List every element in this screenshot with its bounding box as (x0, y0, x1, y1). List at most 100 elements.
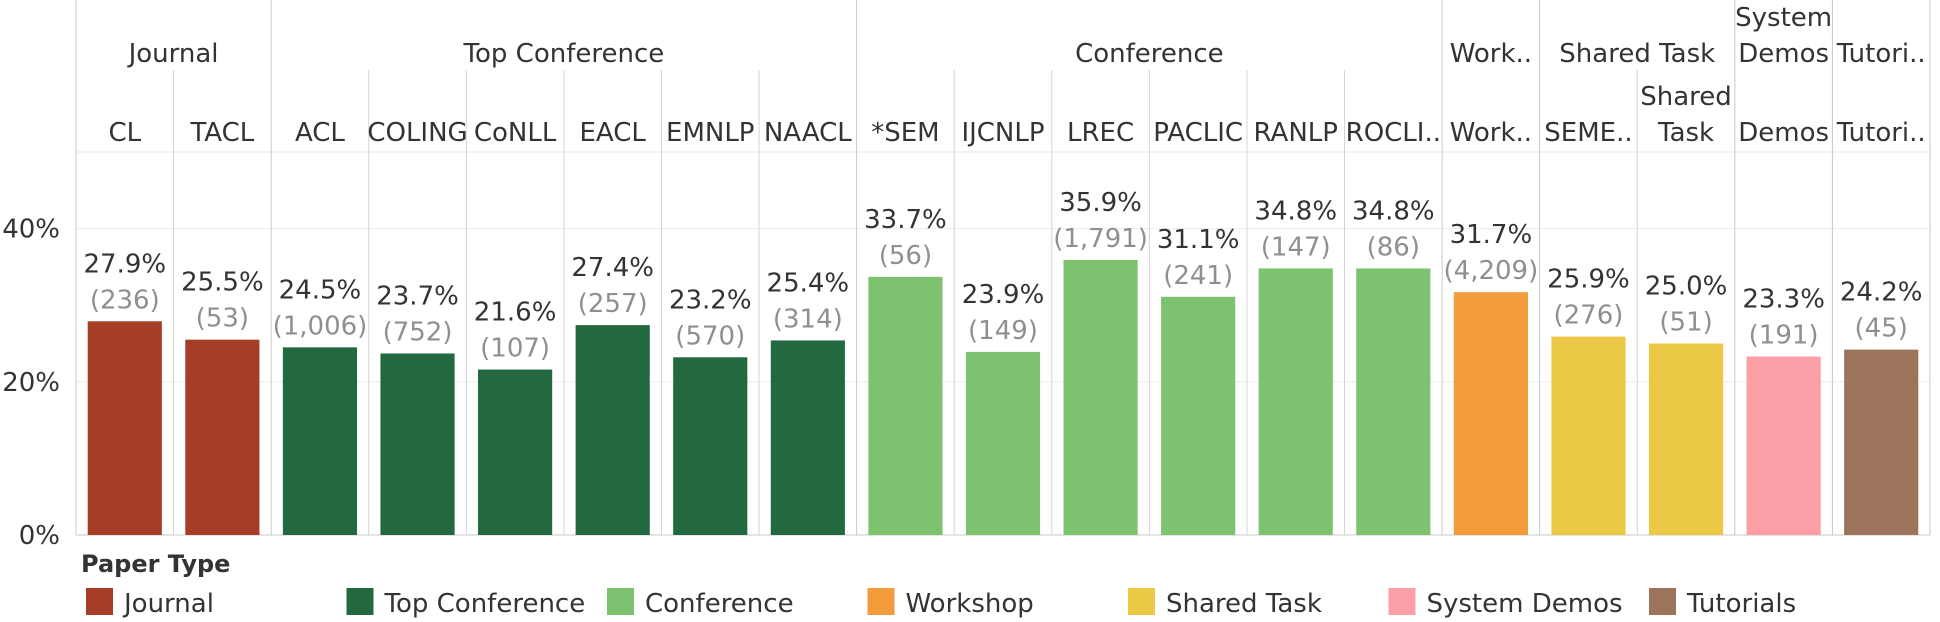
group-label: Tutori.. (1836, 39, 1926, 69)
legend-item-label: Conference (645, 589, 794, 619)
legend-title: Paper Type (81, 550, 230, 578)
category-label: RANLP (1254, 118, 1338, 148)
legend-swatch (1128, 588, 1155, 615)
y-tick-label: 20% (2, 368, 60, 398)
count-label: (53) (196, 304, 249, 334)
bar-tacl (185, 339, 260, 535)
value-label: 25.9% (1547, 265, 1630, 295)
legend-item-label: Tutorials (1686, 589, 1796, 619)
value-label: 21.6% (474, 298, 557, 328)
y-tick-label: 40% (2, 215, 60, 245)
category-label: Shared (1640, 82, 1732, 112)
legend-swatch (86, 588, 113, 615)
bar-rocli (1356, 268, 1431, 535)
legend-item-label: Shared Task (1166, 589, 1322, 619)
bar-demos (1746, 356, 1821, 535)
category-label: LREC (1067, 118, 1134, 148)
count-label: (236) (90, 285, 160, 315)
count-label: (241) (1163, 261, 1233, 291)
count-label: (51) (1659, 308, 1712, 338)
category-label: TACL (189, 118, 254, 148)
value-label: 23.3% (1742, 285, 1825, 315)
bar-seme (1551, 336, 1626, 535)
bar-coling (380, 353, 455, 535)
category-label: NAACL (764, 118, 852, 148)
category-label: *SEM (871, 118, 939, 148)
group-label: Conference (1075, 39, 1224, 69)
count-label: (257) (578, 289, 648, 319)
value-label: 25.4% (767, 268, 850, 298)
value-label: 23.7% (376, 281, 459, 311)
value-label: 27.9% (83, 249, 166, 279)
count-label: (1,791) (1053, 224, 1148, 254)
count-label: (1,006) (273, 311, 368, 341)
bar-emnlp (673, 357, 748, 535)
count-label: (314) (773, 304, 843, 334)
bar-acl (282, 347, 358, 535)
value-label: 31.1% (1157, 225, 1240, 255)
category-label: COLING (367, 118, 467, 148)
group-label: Top Conference (463, 39, 665, 69)
category-label: CL (108, 118, 141, 148)
count-label: (276) (1554, 301, 1624, 331)
count-label: (107) (480, 334, 550, 364)
value-label: 23.2% (669, 285, 752, 315)
category-label: SEME.. (1544, 118, 1632, 148)
legend-item-label: System Demos (1427, 589, 1623, 619)
legend-item-label: Journal (122, 589, 214, 619)
bar-lrec (1063, 260, 1138, 535)
legend-item-label: Workshop (906, 589, 1034, 619)
category-label: ACL (295, 118, 345, 148)
value-label: 34.8% (1254, 196, 1337, 226)
value-label: 24.5% (279, 275, 362, 305)
category-label: Work.. (1450, 118, 1532, 148)
y-tick-label: 0% (19, 521, 60, 551)
value-label: 34.8% (1352, 196, 1435, 226)
count-label: (4,209) (1444, 256, 1539, 286)
category-label: ROCLI.. (1346, 118, 1441, 148)
category-label: EACL (579, 118, 646, 148)
count-label: (570) (675, 321, 745, 351)
bar-work (1453, 292, 1528, 535)
count-label: (149) (968, 316, 1038, 346)
group-label: Journal (127, 39, 219, 69)
count-label: (45) (1855, 314, 1908, 344)
bar-conll (478, 369, 553, 535)
bar-eacl (575, 325, 650, 535)
count-label: (147) (1261, 232, 1331, 262)
group-label: Shared Task (1559, 39, 1715, 69)
count-label: (56) (879, 241, 932, 271)
legend-swatch (607, 588, 634, 615)
legend-swatch (867, 588, 895, 615)
bar-ijcnlp (965, 351, 1041, 535)
count-label: (752) (383, 317, 453, 347)
value-label: 27.4% (571, 253, 654, 283)
group-label: Demos (1738, 39, 1829, 69)
category-label: Tutori.. (1836, 118, 1926, 148)
legend-item-label: Top Conference (384, 589, 586, 619)
category-label: Task (1657, 118, 1714, 148)
bar-cl (87, 321, 162, 535)
bar-shared-task (1648, 343, 1724, 535)
value-label: 31.7% (1450, 220, 1533, 250)
bar-tutori (1844, 349, 1919, 535)
category-label: PACLIC (1153, 118, 1243, 148)
count-label: (86) (1367, 232, 1420, 262)
legend-swatch (346, 588, 374, 615)
value-label: 35.9% (1059, 188, 1142, 218)
value-label: 24.2% (1840, 278, 1923, 308)
count-label: (191) (1749, 321, 1819, 351)
category-label: EMNLP (666, 118, 754, 148)
value-label: 25.5% (181, 268, 264, 298)
legend-swatch (1388, 588, 1416, 615)
bar--sem (868, 276, 943, 535)
category-label: IJCNLP (961, 118, 1044, 148)
group-label: System (1735, 3, 1832, 33)
bar-ranlp (1258, 268, 1333, 535)
value-label: 25.0% (1645, 272, 1728, 302)
bar-paclic (1161, 296, 1236, 535)
group-label: Work.. (1450, 39, 1532, 69)
bar-naacl (770, 340, 845, 535)
category-label: Demos (1738, 118, 1829, 148)
